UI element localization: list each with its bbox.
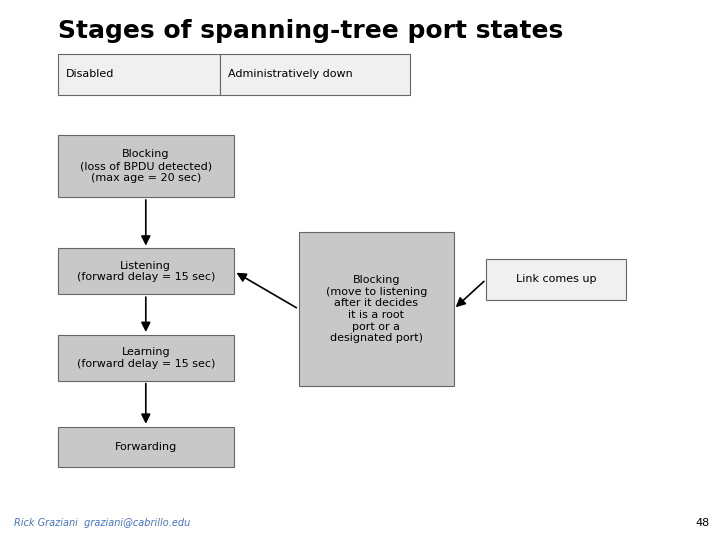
Text: Stages of spanning-tree port states: Stages of spanning-tree port states [58,19,563,43]
Text: Rick Graziani  graziani@cabrillo.edu: Rick Graziani graziani@cabrillo.edu [14,518,191,528]
Text: Blocking
(move to listening
after it decides
it is a root
port or a
designated p: Blocking (move to listening after it dec… [325,275,427,343]
FancyBboxPatch shape [58,135,234,197]
Text: Disabled: Disabled [66,69,114,79]
Text: Forwarding: Forwarding [114,442,177,452]
Text: Listening
(forward delay = 15 sec): Listening (forward delay = 15 sec) [76,261,215,282]
FancyBboxPatch shape [58,427,234,467]
Text: Administratively down: Administratively down [228,69,353,79]
FancyBboxPatch shape [58,335,234,381]
FancyBboxPatch shape [58,54,220,94]
Text: Learning
(forward delay = 15 sec): Learning (forward delay = 15 sec) [76,347,215,369]
FancyBboxPatch shape [486,259,626,300]
Text: Link comes up: Link comes up [516,274,596,285]
Text: 48: 48 [695,518,709,528]
FancyBboxPatch shape [58,248,234,294]
FancyBboxPatch shape [220,54,410,94]
FancyBboxPatch shape [299,232,454,386]
Text: Blocking
(loss of BPDU detected)
(max age = 20 sec): Blocking (loss of BPDU detected) (max ag… [80,150,212,183]
